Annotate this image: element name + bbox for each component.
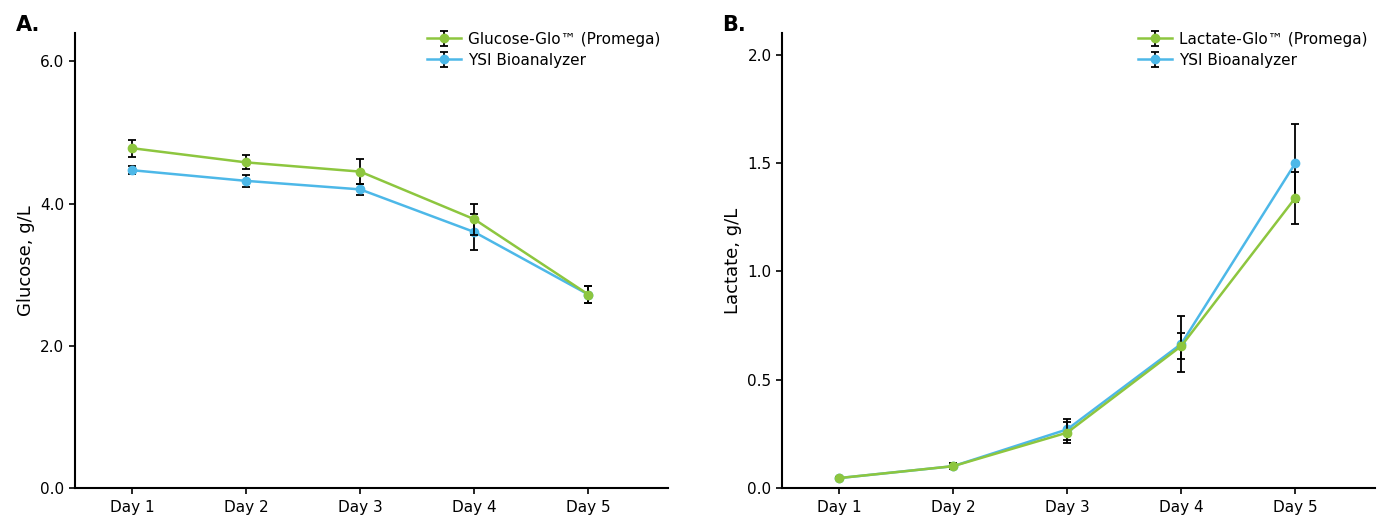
Text: B.: B.: [722, 15, 746, 35]
Legend: Lactate-Glo™ (Promega), YSI Bioanalyzer: Lactate-Glo™ (Promega), YSI Bioanalyzer: [1137, 31, 1368, 68]
Text: A.: A.: [15, 15, 40, 35]
Y-axis label: Lactate, g/L: Lactate, g/L: [724, 207, 742, 313]
Legend: Glucose-Glo™ (Promega), YSI Bioanalyzer: Glucose-Glo™ (Promega), YSI Bioanalyzer: [427, 31, 661, 68]
Y-axis label: Glucose, g/L: Glucose, g/L: [17, 205, 35, 316]
